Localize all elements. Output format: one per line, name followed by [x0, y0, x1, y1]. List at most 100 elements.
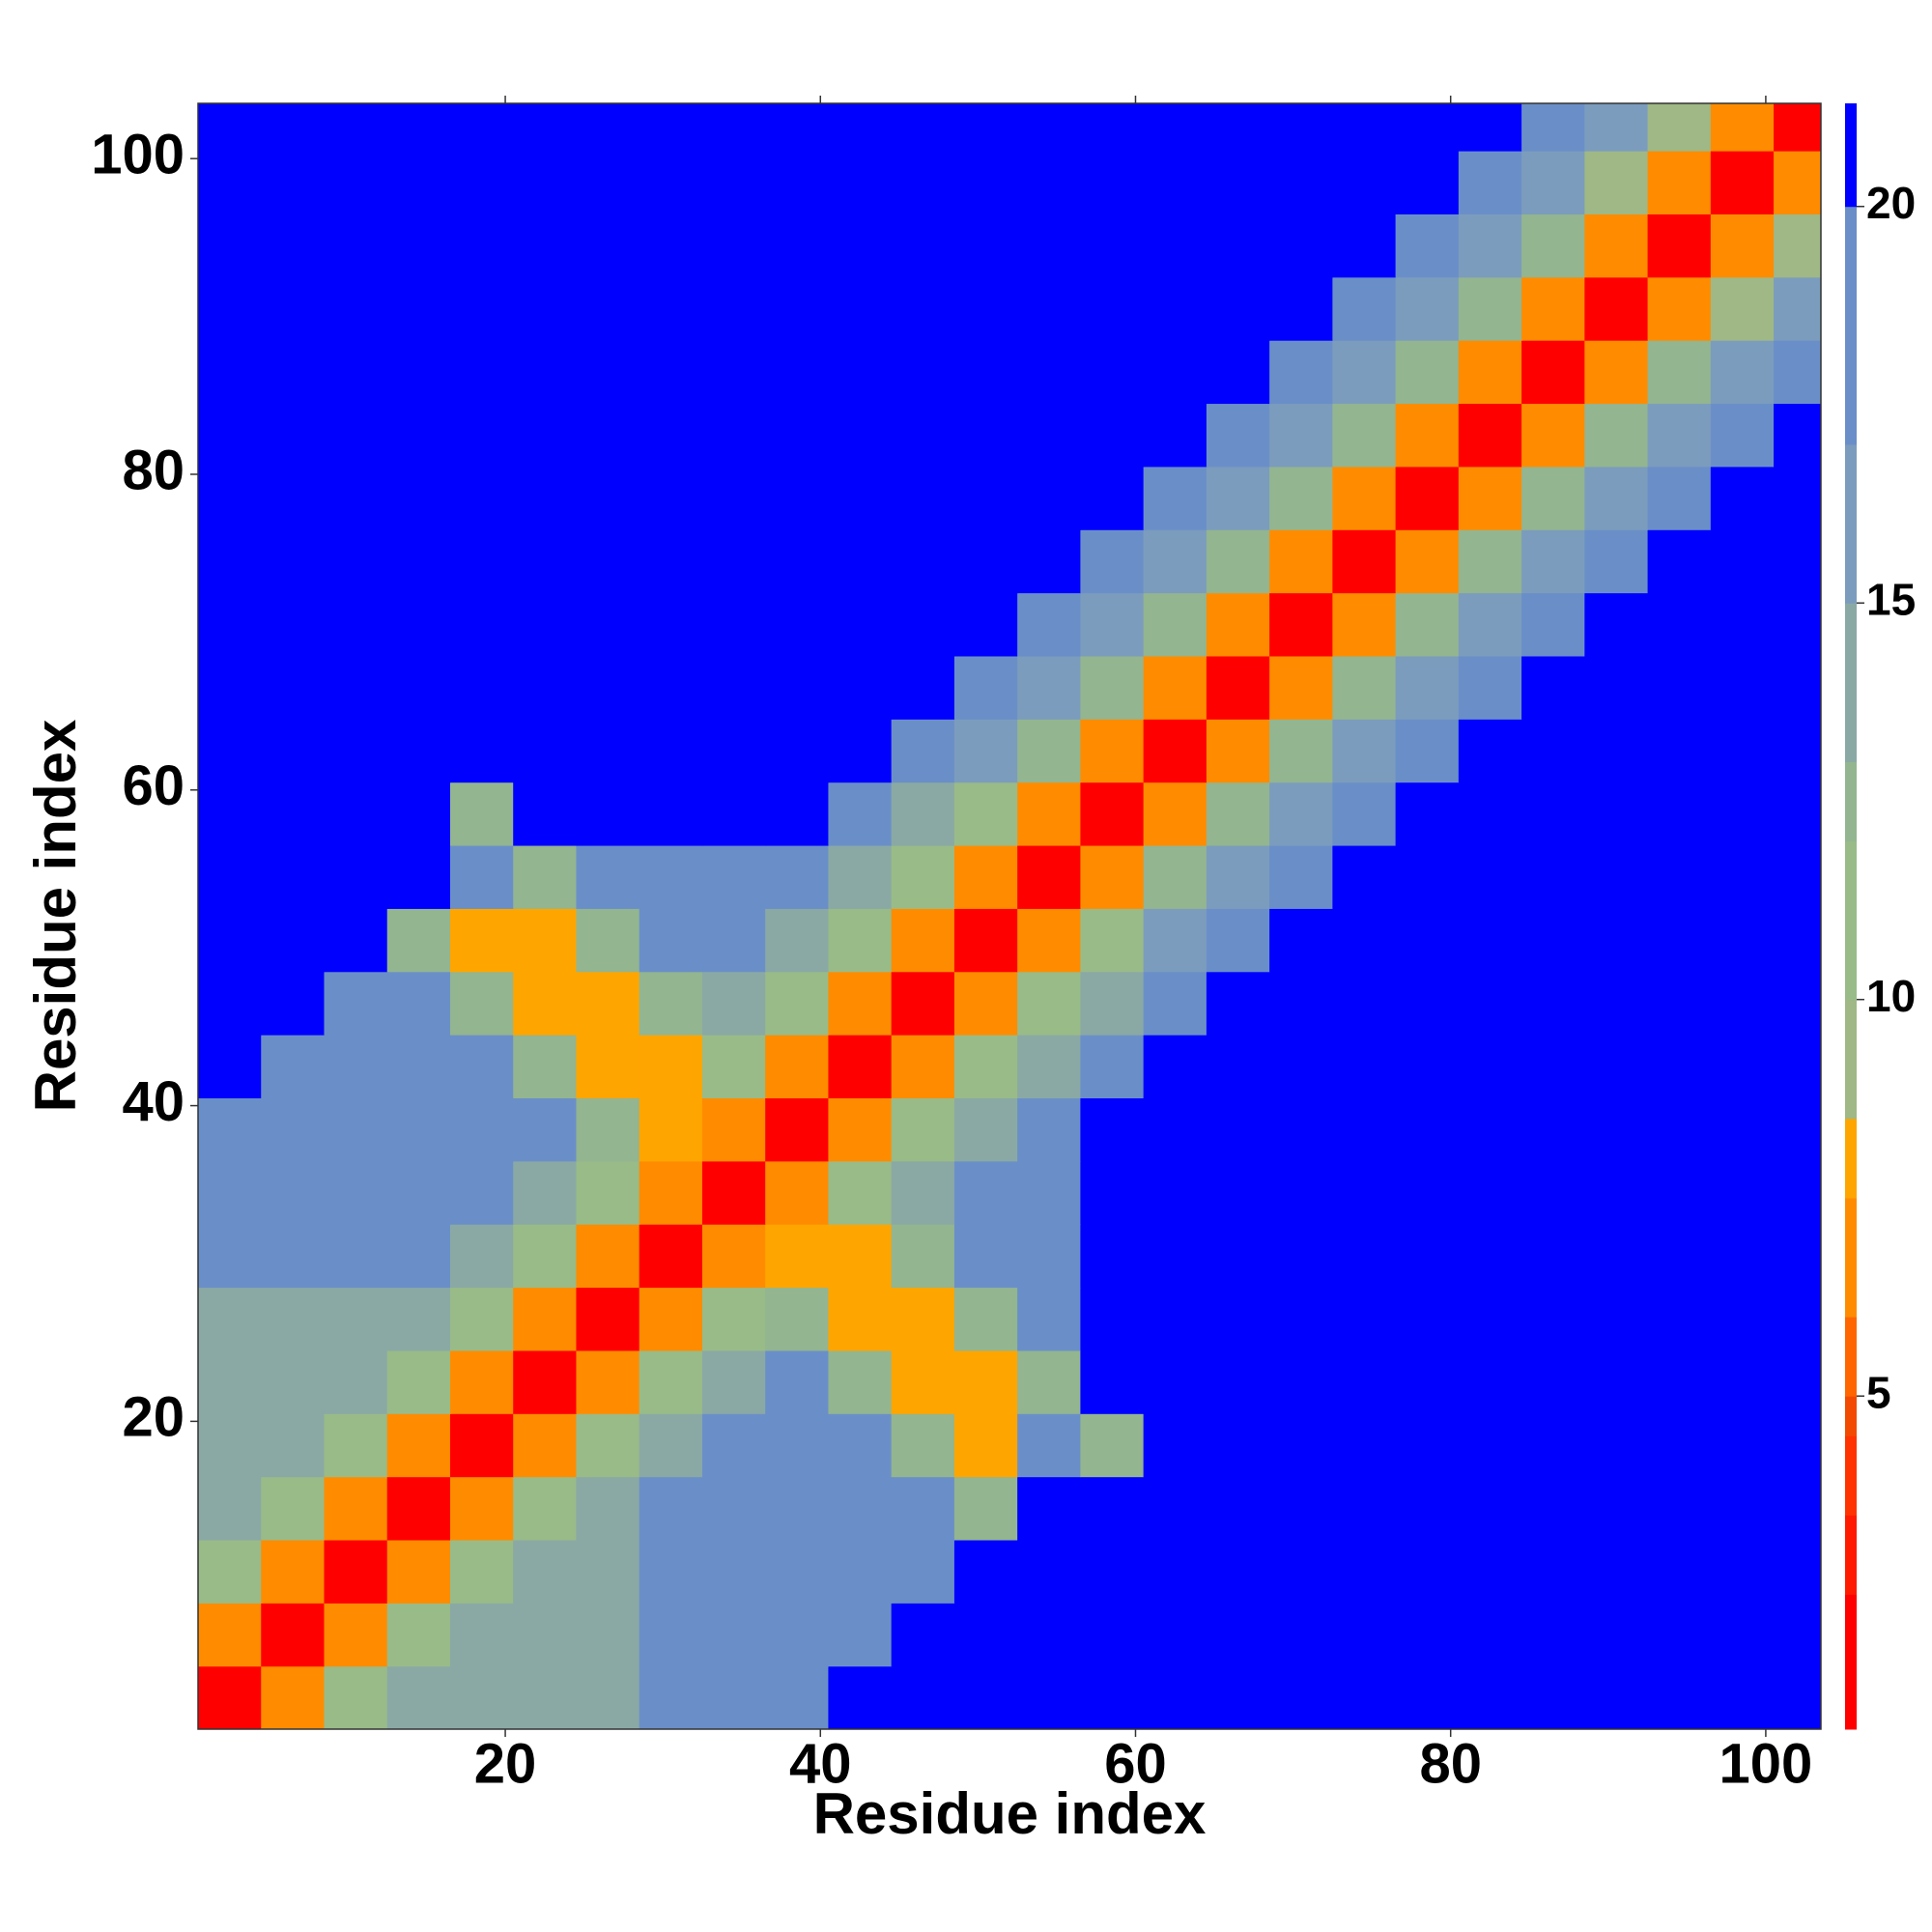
heatmap-cell [576, 1476, 640, 1541]
heatmap-cell [828, 213, 893, 278]
heatmap-cell [701, 719, 766, 783]
heatmap-cell [1647, 844, 1712, 909]
heatmap-cell [891, 655, 955, 720]
heatmap-cell [386, 340, 451, 405]
heatmap-cell [261, 1097, 326, 1162]
heatmap-cell [198, 1413, 262, 1478]
heatmap-cell [639, 1224, 703, 1289]
heatmap-cell [1521, 1665, 1585, 1729]
heatmap-cell [701, 213, 766, 278]
heatmap-cell [1584, 844, 1649, 909]
heatmap-cell [513, 1413, 578, 1478]
heatmap-cell [1080, 908, 1145, 973]
heatmap-cell [1774, 971, 1821, 1036]
heatmap-cell [324, 1539, 388, 1604]
heatmap-cell [1143, 1539, 1208, 1604]
heatmap-cell [1080, 781, 1145, 846]
heatmap-cell [1647, 1097, 1712, 1162]
heatmap-cell [1774, 1097, 1821, 1162]
heatmap-cell [828, 403, 893, 468]
heatmap-cell [1521, 276, 1585, 341]
heatmap-cell [953, 1539, 1018, 1604]
heatmap-cell [1080, 1160, 1145, 1225]
heatmap-cell [1332, 1160, 1397, 1225]
heatmap-cell [891, 276, 955, 341]
heatmap-cell [1458, 1539, 1522, 1604]
heatmap-cell [765, 1413, 830, 1478]
heatmap-cell [1269, 276, 1333, 341]
heatmap-cell [449, 1476, 514, 1541]
heatmap-cell [1143, 1350, 1208, 1414]
heatmap-cell [1080, 466, 1145, 530]
heatmap-cell [1647, 340, 1712, 405]
heatmap-cell [386, 1160, 451, 1225]
heatmap-cell [1584, 1413, 1649, 1478]
colorbar-segment [1845, 840, 1857, 1001]
heatmap-cell [576, 655, 640, 720]
heatmap-cell [513, 908, 578, 973]
heatmap-cell [1080, 1224, 1145, 1289]
heatmap-cell [198, 1224, 262, 1289]
heatmap-cell [1710, 1035, 1775, 1099]
heatmap-cell [639, 1413, 703, 1478]
heatmap-cell [1647, 276, 1712, 341]
heatmap-cell [1332, 844, 1397, 909]
heatmap-cell [1395, 1287, 1460, 1351]
heatmap-cell [324, 1350, 388, 1414]
heatmap-cell [1332, 403, 1397, 468]
heatmap-cell [1143, 781, 1208, 846]
heatmap-cell [1774, 276, 1821, 341]
heatmap-cell [828, 592, 893, 657]
heatmap-cell [953, 1035, 1018, 1099]
heatmap-cell [386, 1350, 451, 1414]
heatmap-cell [828, 1413, 893, 1478]
heatmap-cell [261, 529, 326, 594]
heatmap-cell [701, 1539, 766, 1604]
heatmap-cell [1017, 103, 1081, 152]
heatmap-cell [1080, 1539, 1145, 1604]
heatmap-cell [1017, 1413, 1081, 1478]
heatmap-cell [639, 1287, 703, 1351]
heatmap-cell [1269, 1287, 1333, 1351]
heatmap-cell [1584, 103, 1649, 152]
heatmap-cell [1774, 151, 1821, 214]
heatmap-cell [1206, 1665, 1270, 1729]
heatmap-cell [386, 1097, 451, 1162]
heatmap-cell [1017, 592, 1081, 657]
heatmap-cell [1332, 1413, 1397, 1478]
heatmap-cell [1458, 1035, 1522, 1099]
heatmap-cell [261, 276, 326, 341]
heatmap-cell [324, 1097, 388, 1162]
heatmap-cell [639, 213, 703, 278]
heatmap-cell [1269, 971, 1333, 1036]
heatmap-cell [765, 908, 830, 973]
heatmap-cell [953, 719, 1018, 783]
heatmap-cell [1647, 103, 1712, 152]
heatmap-cell [1269, 1603, 1333, 1667]
heatmap-cell [701, 1350, 766, 1414]
heatmap-cell [1206, 781, 1270, 846]
heatmap-cell [449, 908, 514, 973]
heatmap-cell [765, 276, 830, 341]
heatmap-cell [576, 908, 640, 973]
heatmap-cell [1206, 1097, 1270, 1162]
heatmap-cell [1647, 908, 1712, 973]
heatmap-cell [1143, 1224, 1208, 1289]
heatmap-cell [1647, 719, 1712, 783]
heatmap-cell [701, 1035, 766, 1099]
heatmap-cell [639, 151, 703, 214]
heatmap-cell [1080, 971, 1145, 1036]
y-tick-label: 40 [122, 1070, 185, 1133]
heatmap-cell [198, 971, 262, 1036]
heatmap-cell [828, 1287, 893, 1351]
heatmap-cell [1206, 1035, 1270, 1099]
heatmap-cell [261, 340, 326, 405]
heatmap-cell [324, 1035, 388, 1099]
heatmap-cell [1521, 1539, 1585, 1604]
heatmap-cell [1143, 1603, 1208, 1667]
heatmap-cell [1395, 1224, 1460, 1289]
heatmap-cell [1206, 1539, 1270, 1604]
heatmap-cell [953, 1350, 1018, 1414]
heatmap-cell [324, 781, 388, 846]
heatmap-cell [1080, 1097, 1145, 1162]
